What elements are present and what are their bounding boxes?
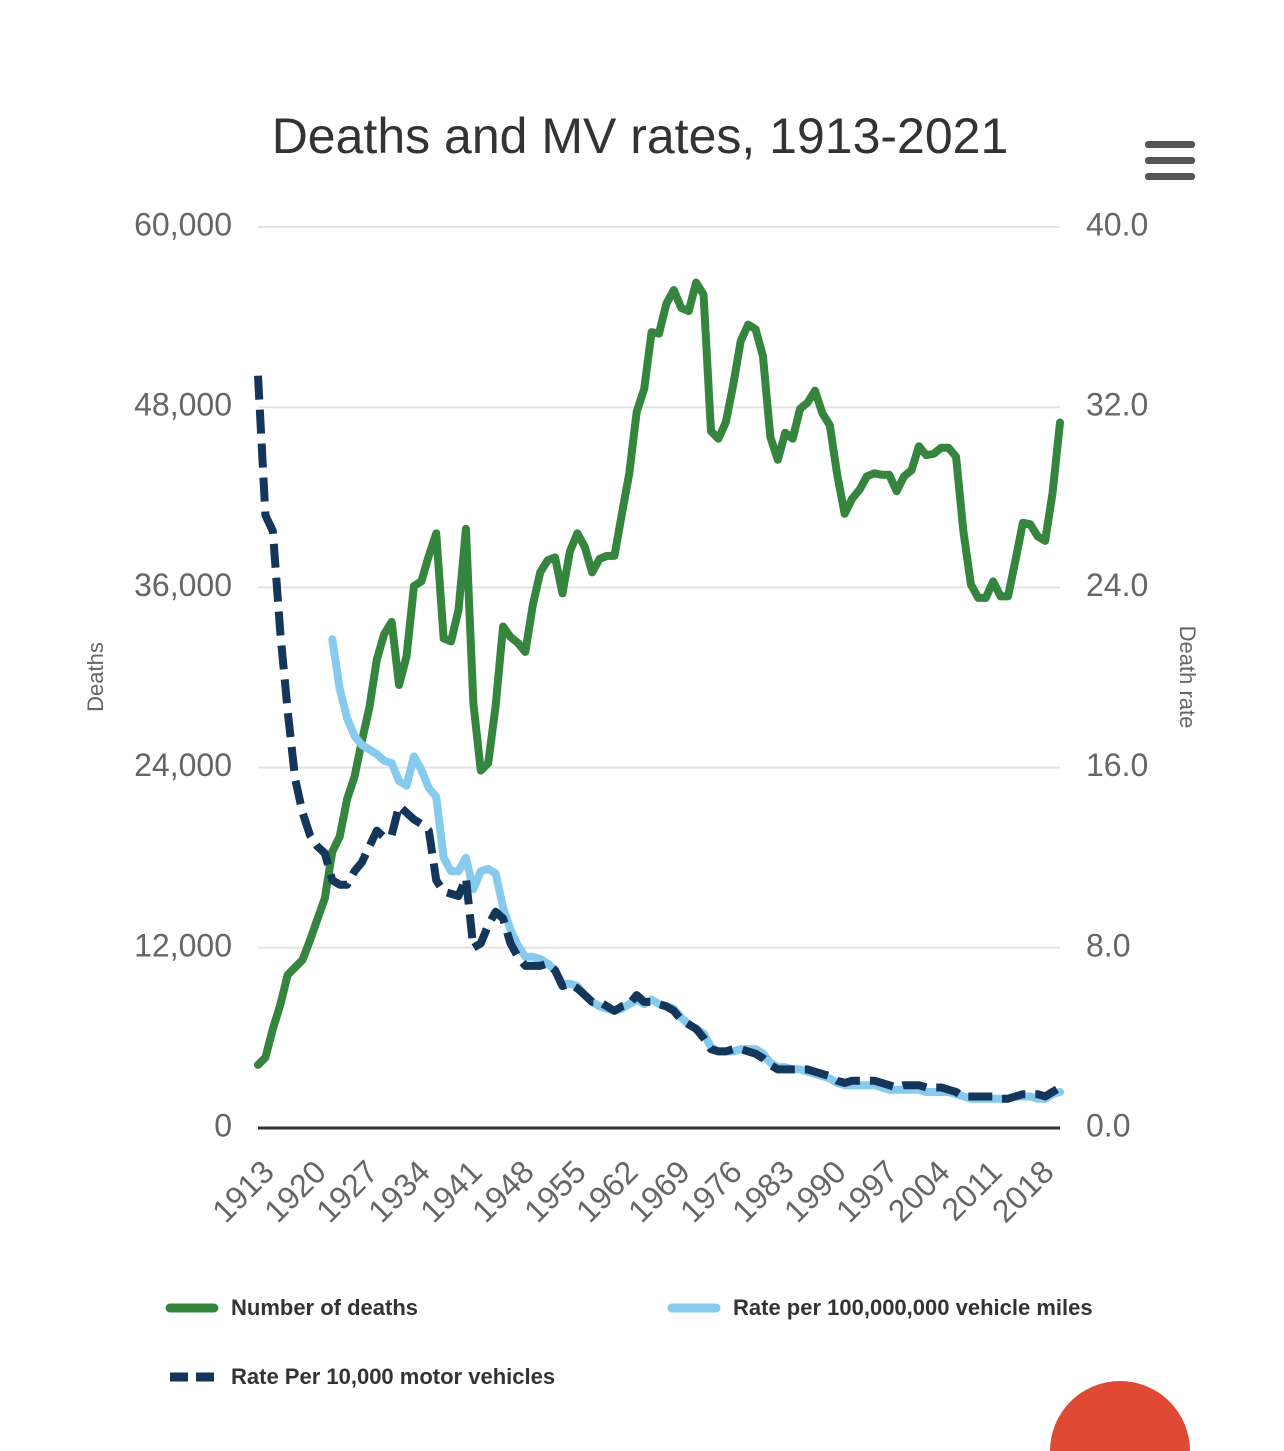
menu-bar [1145,157,1195,164]
menu-bar [1145,173,1195,180]
menu-button[interactable] [1145,141,1195,180]
y-axis-label: Deaths [83,642,108,712]
chart-title: Deaths and MV rates, 1913-2021 [272,108,1009,164]
floating-action-button[interactable] [1050,1381,1190,1451]
y-tick-label: 12,000 [134,927,232,963]
y2-tick-label: 0.0 [1086,1107,1130,1143]
series-line [254,278,1064,1069]
y2-tick-label: 16.0 [1086,747,1148,783]
y2-tick-label: 40.0 [1086,206,1148,242]
menu-bar [1145,141,1195,148]
y2-tick-label: 24.0 [1086,567,1148,603]
y2-tick-label: 32.0 [1086,387,1148,423]
legend-label: Number of deaths [231,1295,418,1320]
y-tick-label: 0 [214,1107,232,1143]
y-tick-label: 36,000 [134,567,232,603]
y-tick-label: 48,000 [134,387,232,423]
y-tick-label: 60,000 [134,206,232,242]
y2-axis-label: Death rate [1175,626,1200,729]
legend-label: Rate per 100,000,000 vehicle miles [733,1295,1093,1320]
y-tick-label: 24,000 [134,747,232,783]
y2-tick-label: 8.0 [1086,927,1130,963]
legend-label: Rate Per 10,000 motor vehicles [231,1364,555,1389]
